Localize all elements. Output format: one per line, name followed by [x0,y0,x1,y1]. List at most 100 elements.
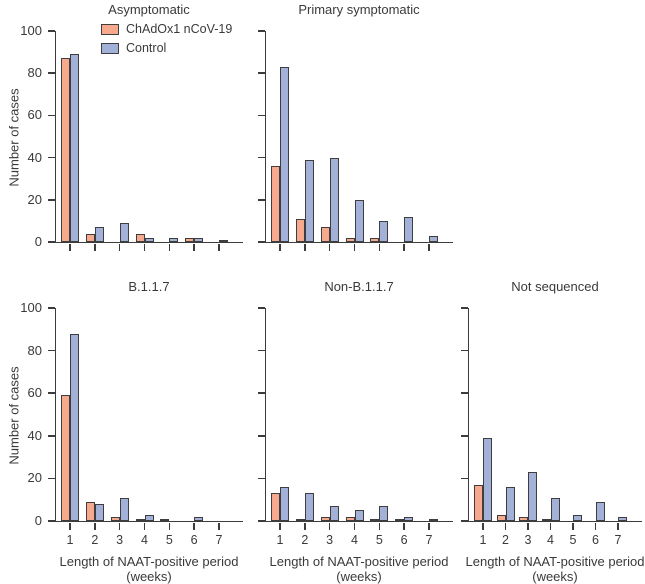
bar-control-week-7 [219,239,228,242]
bar-chadox1-week-1 [61,58,70,242]
plot-area: 1 2 3 4 5 6 7 [460,307,642,547]
panel-not-sequenced: Not sequenced 1 2 3 4 5 6 7 Length of NAAT-pos… [460,279,644,584]
y-tick-mark [47,349,55,352]
x-axis-label-line2: (weeks) [336,569,382,584]
x-tick-label: 4 [141,533,148,547]
y-tick-mark [460,435,468,437]
x-tick-label: 1 [66,533,74,547]
x-tick-label: 7 [614,533,622,547]
x-tick-mark [328,243,331,251]
y-tick-mark [47,520,55,522]
bar-control-week-6 [404,516,414,521]
y-tick-mark [257,520,265,522]
bar-chadox1-week-1 [271,166,280,242]
y-tick-label: 40 [27,149,42,165]
bar-chadox1-week-4 [541,518,551,521]
bar-chadox1-week-4 [135,518,145,521]
x-tick-mark [218,522,220,530]
bar-control-week-3 [329,506,339,521]
bar-chadox1-week-4 [345,237,355,242]
y-tick-mark [257,72,265,74]
x-tick-mark [279,522,281,530]
bar-chadox1-week-2 [85,233,95,242]
x-tick-label: 7 [215,533,223,547]
x-tick-label: 3 [326,533,334,547]
bar-control-week-3 [119,497,129,521]
plot-area: 1 2 3 4 5 6 7 [257,307,453,547]
y-tick-mark [47,156,55,159]
x-tick-label: 4 [547,533,554,547]
y-tick-label: 0 [34,234,42,249]
x-tick-mark [193,243,195,251]
y-tick-label: 0 [34,513,42,528]
y-tick-mark [460,307,468,309]
x-tick-mark [193,522,195,530]
y-tick-mark [257,392,265,394]
y-tick-mark [257,435,265,437]
bar-control-week-3 [329,157,339,242]
panel-title-b117: B.1.1.7 [128,279,170,294]
y-tick-mark [257,199,265,201]
y-tick-mark [47,30,55,32]
x-tick-label: 2 [301,533,309,547]
y-tick-mark [47,114,55,117]
x-tick-label: 7 [425,533,433,547]
x-tick-mark [353,243,356,251]
x-tick-mark [304,243,306,251]
y-tick-mark [257,241,265,243]
x-tick-label: 5 [375,533,383,547]
y-tick-mark [47,199,55,201]
bar-control-week-2 [304,159,314,242]
bar-control-week-4 [550,497,560,521]
y-tick-label: 80 [27,342,42,358]
y-tick-label: 20 [27,191,42,207]
bar-chadox1-week-3 [320,227,330,242]
y-tick-label: 100 [20,23,42,38]
bar-chadox1-week-3 [320,516,330,521]
x-tick-label: 5 [569,533,577,547]
x-tick-mark [572,522,574,530]
bar-control-week-3 [528,472,537,521]
bar-chadox1-week-1 [271,493,280,521]
bar-control-week-7 [429,235,438,242]
y-axis-label: Number of cases [6,87,22,187]
y-tick-label: 60 [27,385,42,401]
x-axis-label-line1: Length of NAAT-positive period [269,554,449,569]
x-tick-mark [378,522,381,530]
y-tick-mark [257,349,265,352]
x-tick-mark [403,522,405,530]
bar-control-week-2 [505,486,515,521]
x-tick-mark [143,243,146,251]
bar-chadox1-week-4 [345,516,355,521]
y-tick-mark [47,72,55,74]
y-tick-mark [257,114,265,117]
y-tick-mark [257,477,265,480]
x-tick-mark [504,522,507,530]
y-tick-mark [47,435,55,437]
x-tick-mark [353,522,356,530]
y-tick-mark [257,307,265,309]
x-tick-mark [69,243,71,251]
panel-title-asymptomatic: Asymptomatic [108,2,190,17]
bar-control-week-6 [194,237,204,242]
y-tick-label: 100 [20,300,42,315]
bar-control-week-1 [70,333,79,521]
bar-control-week-1 [70,54,79,242]
y-tick-label: 20 [27,470,42,486]
x-axis-label-line2: (weeks) [126,569,172,584]
panel-b117: B.1.1.7 Number of cases 0 20 40 60 80 100 1 2 3 4… [7,279,243,584]
x-tick-mark [403,243,405,251]
bar-chadox1-week-4 [135,233,145,242]
bar-chadox1-week-3 [519,516,528,521]
bar-chadox1-week-6 [185,237,195,242]
bar-chadox1-week-3 [110,516,120,521]
bar-control-week-2 [304,493,314,521]
bar-chadox1-week-2 [295,518,305,521]
x-tick-label: 4 [351,533,358,547]
y-axis-label: Number of cases [6,365,22,465]
x-tick-mark [527,522,529,530]
bar-control-week-5 [169,237,179,242]
x-tick-mark [304,522,306,530]
x-tick-mark [94,243,96,251]
